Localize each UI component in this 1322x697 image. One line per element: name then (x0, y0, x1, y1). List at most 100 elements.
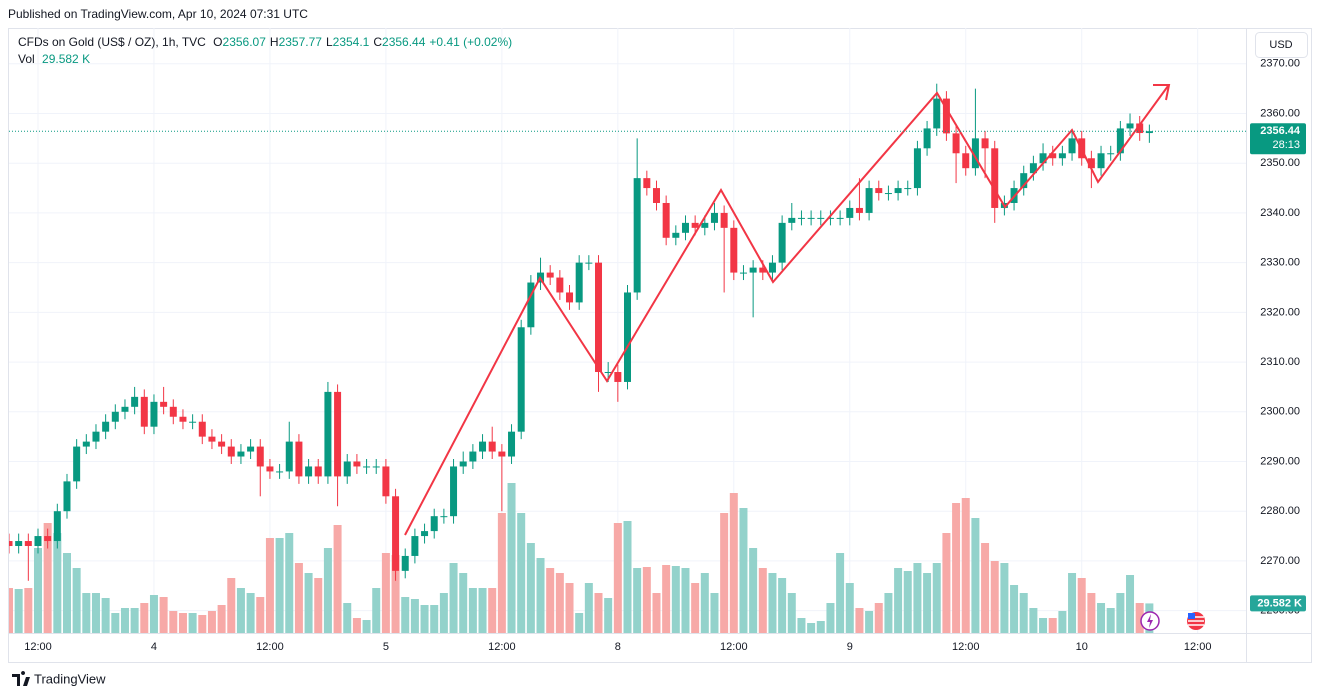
candle-body (1126, 123, 1134, 129)
candle-body (401, 555, 409, 571)
x-tick-label: 10 (1076, 641, 1088, 653)
volume-bar (1010, 585, 1019, 633)
candle-body (256, 446, 264, 467)
candle-body (691, 222, 699, 228)
candle-body (179, 416, 187, 422)
volume-bar (990, 561, 999, 633)
candle-body (169, 406, 177, 417)
volume-bar (758, 568, 767, 633)
candle-body (459, 461, 467, 467)
volume-bar (497, 513, 506, 633)
volume-bar (749, 548, 758, 633)
ohlc-letter: O (213, 35, 223, 49)
volume-bar (169, 611, 178, 633)
candle-body (904, 188, 912, 190)
candle-body (1136, 123, 1144, 134)
volume-bar (623, 521, 632, 633)
y-tick-label: 2370.00 (1260, 58, 1300, 70)
volume-bar (671, 566, 680, 633)
volume-bar (1126, 575, 1135, 633)
y-tick-label: 2340.00 (1260, 207, 1300, 219)
flag-canton (1188, 613, 1195, 619)
volume-bar (981, 543, 990, 633)
volume-bar (72, 568, 81, 633)
volume-bar (227, 578, 236, 633)
candle-body (498, 451, 506, 457)
candle-body (749, 267, 757, 273)
candle-body (430, 516, 438, 532)
candle-body (353, 461, 361, 467)
candle-body (198, 421, 206, 437)
candle-body (633, 178, 641, 293)
candle-body (469, 451, 477, 462)
candle-body (768, 262, 776, 273)
volume-bar (797, 618, 806, 633)
volume-bar (188, 613, 197, 633)
volume-bar (246, 593, 255, 633)
volume-bar (1039, 618, 1048, 633)
volume-bar (652, 593, 661, 633)
volume-bar (826, 603, 835, 633)
volume-name: Vol (18, 52, 35, 66)
candle-body (933, 98, 941, 129)
volume-bar (681, 568, 690, 633)
arrow-head (1153, 84, 1171, 101)
candle-body (913, 148, 921, 189)
volume-bar (836, 553, 845, 633)
currency: USD (1269, 39, 1292, 51)
volume-bar (662, 565, 671, 633)
volume-bar (449, 563, 458, 633)
x-tick-label: 9 (847, 641, 853, 653)
x-tick-label: 12:00 (720, 641, 748, 653)
candle-body (643, 178, 651, 189)
volume-bar (159, 597, 168, 633)
volume-bar (120, 608, 129, 633)
volume-value: 29.582 K (1257, 597, 1302, 609)
currency-button[interactable] (1255, 32, 1308, 58)
candle-body (701, 222, 709, 228)
candle-body (334, 391, 342, 477)
zigzag (404, 85, 1169, 536)
candle-body (614, 372, 622, 382)
volume-bar (101, 598, 110, 633)
candle-body (247, 446, 255, 452)
volume-bar (739, 508, 748, 633)
candle-body (1029, 163, 1037, 174)
y-tick-label: 2350.00 (1260, 157, 1300, 169)
candle-body (991, 148, 999, 208)
candle-body (759, 267, 767, 273)
footer: TradingView (34, 671, 106, 686)
candle-body (710, 212, 718, 223)
volume-bar (381, 553, 390, 633)
x-tick-label: 12:00 (24, 641, 52, 653)
price-label: 2356.44 (1260, 125, 1301, 137)
y-tick-label: 2330.00 (1260, 257, 1300, 269)
candle-body (285, 441, 293, 472)
candle-body (575, 262, 583, 303)
annotation (404, 84, 1171, 536)
ohlc-letter: C (373, 35, 383, 49)
legend: CFDs on Gold (US$ / OZ), 1h, TVC O2356.0… (18, 35, 516, 49)
change: +0.41 (+0.02%) (429, 35, 513, 49)
candle-body (411, 536, 419, 556)
y-tick-label: 2280.00 (1260, 505, 1300, 517)
volume-bar (942, 533, 951, 633)
y-tick-label: 2270.00 (1260, 555, 1300, 567)
candle-body (527, 282, 535, 328)
volume-bar (178, 613, 187, 633)
symbol: CFDs on Gold (US$ / OZ), 1h, TVC (18, 35, 206, 49)
volume-bar (294, 563, 303, 633)
volume-bar (420, 605, 429, 633)
candle-body (788, 217, 796, 223)
volume-bar (604, 598, 613, 633)
candle-body (363, 466, 371, 468)
volume-bar (816, 621, 825, 633)
volume-bar (430, 605, 439, 633)
candle-body (421, 531, 429, 537)
volume-bar (923, 573, 932, 633)
volume-bar (323, 548, 332, 633)
grid (9, 28, 1246, 633)
volume-bar (488, 588, 497, 633)
volume-bar (1106, 608, 1115, 633)
volume-legend: Vol 29.582 K (18, 52, 94, 66)
